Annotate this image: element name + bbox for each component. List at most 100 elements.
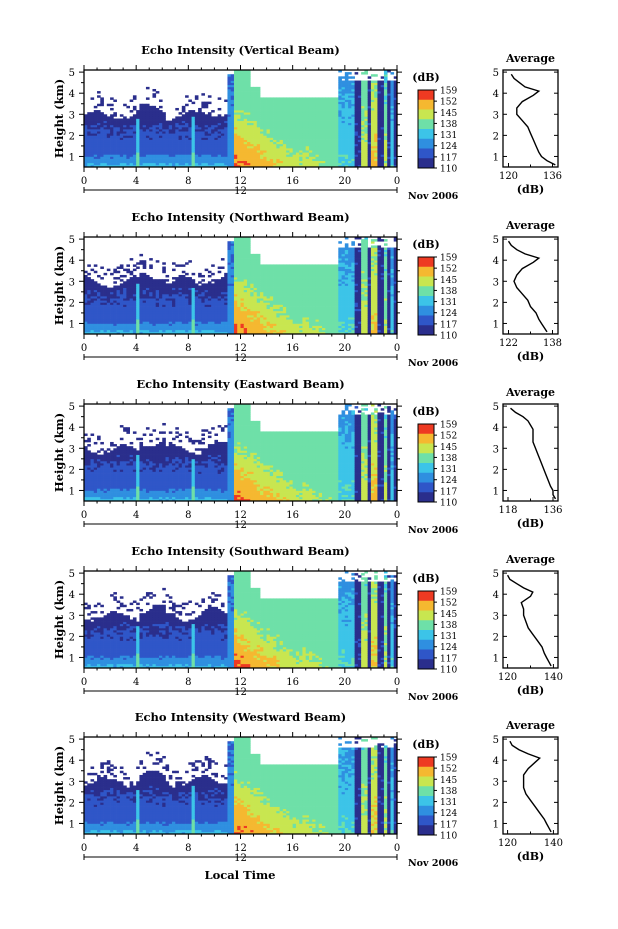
- y-tick-label: 3: [69, 110, 75, 121]
- colorbar-swatch: [418, 805, 434, 816]
- x-tick-label: 4: [133, 843, 139, 854]
- y-tick-label: 1: [69, 819, 75, 830]
- y-tick-label: 3: [69, 444, 75, 455]
- colorbar-swatch: [418, 766, 434, 777]
- colorbar-tick-label: 131: [440, 798, 457, 808]
- x-tick-label: 0: [81, 843, 87, 854]
- x-tick-label: 4: [133, 176, 139, 187]
- colorbar-swatch: [418, 453, 434, 464]
- x-tick-label: 0: [394, 510, 400, 521]
- colorbar-tick-label: 131: [440, 632, 457, 642]
- average-y-tick-label: 3: [493, 110, 499, 121]
- average-y-tick-label: 1: [493, 486, 499, 497]
- month-label: Nov 2006: [408, 858, 459, 869]
- average-x-tick-label: 136: [543, 171, 562, 182]
- colorbar-swatch: [418, 109, 434, 120]
- colorbar-swatch: [418, 776, 434, 787]
- x-tick-label: 12: [234, 843, 247, 854]
- colorbar-tick-label: 152: [440, 432, 457, 442]
- average-unit: (dB): [517, 350, 544, 363]
- x-tick-label: 16: [286, 176, 299, 187]
- colorbar-swatch: [418, 443, 434, 454]
- average-frame: [502, 736, 559, 835]
- colorbar-swatch: [418, 158, 434, 169]
- y-tick-label: 5: [69, 235, 75, 246]
- colorbar-swatch: [418, 463, 434, 474]
- colorbar-tick-label: 159: [440, 754, 457, 764]
- average-profile-line: [510, 407, 557, 500]
- y-tick-label: 1: [69, 152, 75, 163]
- x-tick-label: 0: [394, 843, 400, 854]
- y-tick-label: 3: [69, 277, 75, 288]
- average-y-tick-label: 3: [493, 444, 499, 455]
- colorbar-tick-label: 152: [440, 98, 457, 108]
- colorbar-tick-label: 110: [440, 332, 457, 342]
- x-tick-label: 16: [286, 510, 299, 521]
- y-tick-label: 2: [69, 298, 75, 309]
- colorbar-swatch: [418, 472, 434, 483]
- average-y-tick-label: 5: [493, 68, 499, 79]
- colorbar-swatch: [418, 649, 434, 660]
- x-tick-label: 16: [286, 343, 299, 354]
- colorbar-swatch: [418, 433, 434, 444]
- colorbar-swatch: [418, 99, 434, 110]
- colorbar-swatch: [418, 620, 434, 631]
- average-y-tick-label: 5: [493, 235, 499, 246]
- colorbar-tick-label: 124: [440, 142, 457, 152]
- colorbar-swatch: [418, 424, 434, 435]
- average-unit: (dB): [517, 684, 544, 697]
- average-title: Average: [505, 386, 555, 399]
- colorbar-tick-label: 124: [440, 309, 457, 319]
- x-tick-label: 20: [338, 843, 351, 854]
- average-y-tick-label: 4: [493, 423, 499, 434]
- average-y-tick-label: 3: [493, 611, 499, 622]
- average-y-tick-label: 2: [493, 298, 499, 309]
- colorbar-tick-label: 138: [440, 787, 457, 797]
- average-unit: (dB): [517, 183, 544, 196]
- y-tick-label: 4: [69, 423, 75, 434]
- x-tick-label: 20: [338, 677, 351, 688]
- colorbar-swatch: [418, 591, 434, 602]
- colorbar-tick-label: 117: [440, 820, 457, 830]
- colorbar-unit: (dB): [412, 738, 439, 751]
- average-x-tick-label: 140: [544, 838, 563, 849]
- heatmap: [84, 404, 398, 502]
- average-title: Average: [505, 553, 555, 566]
- colorbar-swatch: [418, 305, 434, 316]
- x-tick-label: 8: [185, 677, 191, 688]
- average-profile-line: [506, 574, 552, 667]
- colorbar-swatch: [418, 600, 434, 611]
- colorbar-frame: [417, 89, 435, 169]
- average-y-tick-label: 3: [493, 777, 499, 788]
- x-tick-label: 0: [81, 510, 87, 521]
- colorbar-tick-label: 117: [440, 153, 457, 163]
- x-tick-label: 12: [234, 510, 247, 521]
- colorbar-swatch: [418, 610, 434, 621]
- y-tick-label: 5: [69, 569, 75, 580]
- y-tick-label: 5: [69, 402, 75, 413]
- colorbar-tick-label: 145: [440, 109, 457, 119]
- heatmap: [84, 237, 398, 335]
- average-profile-line: [510, 73, 556, 166]
- colorbar-swatch: [418, 659, 434, 670]
- average-y-tick-label: 1: [493, 152, 499, 163]
- x-tick-label: 0: [394, 176, 400, 187]
- average-profile-line: [507, 240, 548, 333]
- x-tick-label: 12: [234, 343, 247, 354]
- x-tick-label: 4: [133, 677, 139, 688]
- average-frame: [502, 69, 559, 168]
- colorbar-tick-label: 124: [440, 809, 457, 819]
- beam-panel: Echo Intensity (Westward Beam)12345Heigh…: [52, 710, 563, 869]
- colorbar-tick-label: 145: [440, 443, 457, 453]
- heatmap: [84, 70, 398, 168]
- panel-title: Echo Intensity (Northward Beam): [131, 210, 349, 224]
- colorbar-swatch: [418, 276, 434, 287]
- month-label: Nov 2006: [408, 525, 459, 536]
- average-frame: [502, 570, 559, 669]
- average-x-tick-label: 136: [543, 505, 562, 516]
- colorbar-frame: [417, 756, 435, 836]
- colorbar-swatch: [418, 148, 434, 159]
- colorbar-swatch: [418, 482, 434, 493]
- y-tick-label: 5: [69, 68, 75, 79]
- average-x-tick-label: 120: [498, 838, 517, 849]
